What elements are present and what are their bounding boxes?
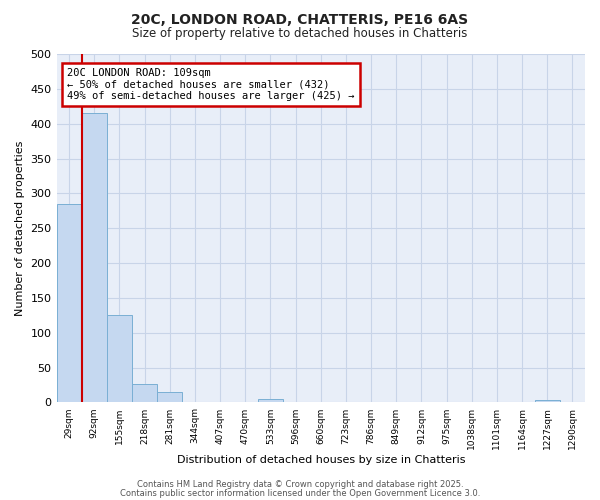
Bar	[56, 204, 82, 402]
Bar	[535, 400, 560, 402]
Text: 20C, LONDON ROAD, CHATTERIS, PE16 6AS: 20C, LONDON ROAD, CHATTERIS, PE16 6AS	[131, 12, 469, 26]
Text: Size of property relative to detached houses in Chatteris: Size of property relative to detached ho…	[133, 28, 467, 40]
Text: Contains HM Land Registry data © Crown copyright and database right 2025.: Contains HM Land Registry data © Crown c…	[137, 480, 463, 489]
Bar	[157, 392, 182, 402]
Text: Contains public sector information licensed under the Open Government Licence 3.: Contains public sector information licen…	[120, 488, 480, 498]
X-axis label: Distribution of detached houses by size in Chatteris: Distribution of detached houses by size …	[176, 455, 465, 465]
Text: 20C LONDON ROAD: 109sqm
← 50% of detached houses are smaller (432)
49% of semi-d: 20C LONDON ROAD: 109sqm ← 50% of detache…	[67, 68, 355, 101]
Y-axis label: Number of detached properties: Number of detached properties	[15, 140, 25, 316]
Bar	[82, 113, 107, 403]
Bar	[258, 399, 283, 402]
Bar	[107, 316, 132, 402]
Bar	[132, 384, 157, 402]
